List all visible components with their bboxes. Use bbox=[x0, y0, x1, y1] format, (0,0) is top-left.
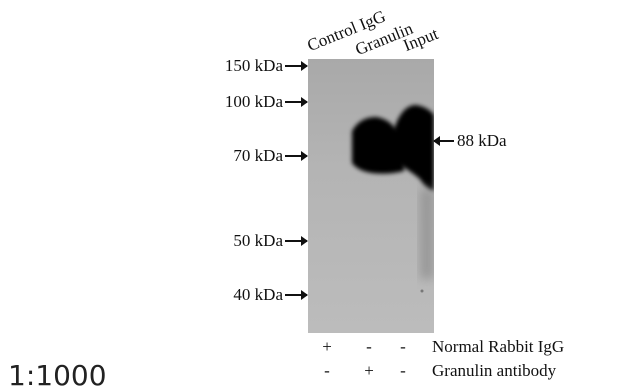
blot-bands bbox=[352, 105, 434, 293]
sign-row2-lane1: - bbox=[324, 361, 330, 380]
marker-40: 40 kDa bbox=[233, 285, 308, 305]
band-88-label: 88 kDa bbox=[457, 131, 507, 150]
marker-50: 50 kDa bbox=[233, 231, 308, 251]
row-label-granulin-antibody: Granulin antibody bbox=[432, 361, 557, 380]
dilution-label: 1:1000 bbox=[8, 359, 107, 392]
marker-100-label: 100 kDa bbox=[224, 92, 283, 111]
marker-70-label: 70 kDa bbox=[233, 146, 283, 165]
western-blot-image bbox=[308, 59, 434, 333]
sign-row1-lane3: - bbox=[400, 337, 406, 356]
marker-150-label: 150 kDa bbox=[224, 56, 283, 75]
sign-row1-lane2: - bbox=[366, 337, 372, 356]
marker-40-label: 40 kDa bbox=[233, 285, 283, 304]
arrow-right-icon bbox=[285, 236, 308, 246]
marker-70: 70 kDa bbox=[233, 146, 308, 166]
marker-50-label: 50 kDa bbox=[233, 231, 283, 250]
arrow-right-icon bbox=[285, 97, 308, 107]
sign-row1-lane1: + bbox=[322, 337, 332, 356]
marker-100: 100 kDa bbox=[224, 92, 308, 112]
arrow-right-icon bbox=[285, 151, 308, 161]
sign-row2-lane3: - bbox=[400, 361, 406, 380]
band-granulin bbox=[352, 117, 404, 174]
marker-150: 150 kDa bbox=[224, 56, 308, 76]
band-annotation-88: 88 kDa bbox=[433, 131, 507, 151]
watermark: WWW.PTGLAB.COM bbox=[203, 100, 228, 340]
arrow-right-icon bbox=[285, 290, 308, 300]
arrow-left-icon bbox=[433, 136, 454, 146]
arrow-right-icon bbox=[285, 61, 308, 71]
marker-column: 150 kDa 100 kDa 70 kDa 50 kDa 40 kDa bbox=[150, 0, 308, 330]
sign-row2-lane2: + bbox=[364, 361, 374, 380]
row-label-normal-rabbit-igg: Normal Rabbit IgG bbox=[432, 337, 565, 356]
band-input bbox=[394, 105, 434, 191]
